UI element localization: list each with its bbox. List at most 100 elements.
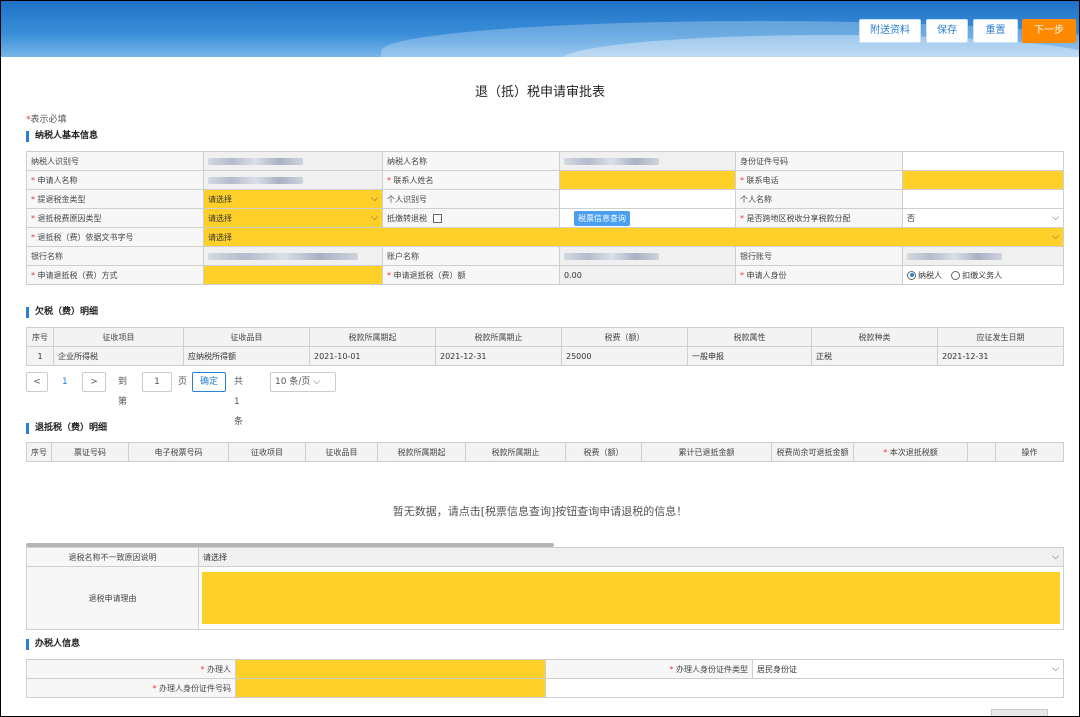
attach-materials-button[interactable]: 附送资料 (859, 19, 921, 43)
confirm-goto-button[interactable]: 确定 (192, 372, 226, 392)
table-cell: 2021-12-31 (937, 346, 1064, 366)
taxpayer-name-value (559, 151, 736, 171)
redacted-value (208, 176, 303, 184)
chevron-down-icon: ⌵ (371, 193, 378, 204)
table-cell: 2021-10-01 (309, 346, 436, 366)
amount-label: * 申请退抵税（费）额 (382, 265, 560, 285)
cross-region-label: * 是否跨地区税收分享税款分配 (735, 208, 903, 228)
horizontal-scrollbar[interactable] (26, 543, 554, 547)
redacted-value (208, 252, 358, 260)
column-header: 应征发生日期 (937, 327, 1064, 347)
table-row: * 办理人 * 办理人身份证件类型 居民身份证 ⌵ (26, 659, 1064, 679)
doc-no-label: * 退抵税（费）依据文书字号 (26, 227, 204, 247)
section-title-arrears: 欠税（费）明细 (26, 307, 98, 318)
bank-name-label: 银行名称 (26, 246, 204, 266)
page-size-select[interactable]: 10 条/页 ⌵ (270, 372, 336, 392)
query-cell: 税票信息查询 (559, 208, 736, 228)
chevron-down-icon: ⌵ (1052, 231, 1059, 242)
offset-refund-checkbox[interactable] (433, 213, 442, 223)
section-title-handler: 办税人信息 (26, 639, 80, 650)
account-name-label: 账户名称 (382, 246, 560, 266)
contact-phone-input[interactable] (902, 170, 1064, 190)
mismatch-reason-label: 退税名称不一致原因说明 (26, 547, 199, 567)
taxpayer-id-label: 纳税人识别号 (26, 151, 204, 171)
table-row: * 申请退抵税（费）方式 * 申请退抵税（费）额 0.00 * 申请人身份 纳税… (26, 265, 1064, 285)
column-header: * 本次退抵税额 (853, 442, 968, 462)
cross-region-select[interactable]: 否 ⌵ (902, 208, 1064, 228)
table-header-row: 序号 征收项目 征收品目 税款所属期起 税款所属期止 税费（额） 税款属性 税款… (26, 327, 1064, 347)
handler-id-number-input[interactable] (235, 678, 546, 698)
radio-taxpayer-label: 纳税人 (918, 270, 942, 280)
refund-type-label: * 提退税金类型 (26, 189, 204, 209)
mismatch-reason-select[interactable]: 请选择 ⌵ (198, 547, 1064, 567)
column-header (967, 442, 996, 462)
handler-id-type-select[interactable]: 居民身份证 ⌵ (752, 659, 1064, 679)
column-header: 税款所属期起 (377, 442, 466, 462)
reason-type-select[interactable]: 请选择 ⌵ (203, 208, 383, 228)
refund-type-select[interactable]: 请选择 ⌵ (203, 189, 383, 209)
table-row: 纳税人识别号 纳税人名称 身份证件号码 (26, 151, 1064, 171)
column-header: 征收项目 (228, 442, 306, 462)
refund-reason-textarea[interactable] (202, 572, 1060, 624)
chevron-down-icon: ⌵ (1052, 663, 1059, 674)
column-header: 操作 (995, 442, 1064, 462)
chevron-down-icon: ⌵ (313, 377, 321, 387)
column-header: 税费（额） (561, 327, 688, 347)
applicant-name-label: * 申请人名称 (26, 170, 204, 190)
taxpayer-id-value (203, 151, 383, 171)
reset-button[interactable]: 重置 (973, 19, 1018, 43)
column-header: 税费尚余可退抵金额 (771, 442, 854, 462)
table-row: * 退抵税（费）依据文书字号 请选择 ⌵ (26, 227, 1064, 247)
redacted-value (564, 157, 659, 165)
personal-name-field[interactable] (902, 189, 1064, 209)
method-label: * 申请退抵税（费）方式 (26, 265, 204, 285)
identity-radio-group: 纳税人 扣缴义务人 (902, 265, 1064, 285)
column-header: 税费（额） (565, 442, 642, 462)
chevron-down-icon: ⌵ (1052, 212, 1059, 223)
refund-reason-cell (198, 566, 1064, 630)
table-row: 退税申请理由 (26, 566, 1064, 630)
identity-label: * 申请人身份 (735, 265, 903, 285)
table-row: * 退抵税费原因类型 请选择 ⌵ 抵缴转退税 税票信息查询 * 是否跨地区税收分享… (26, 208, 1064, 228)
method-input[interactable] (203, 265, 383, 285)
contact-name-label: * 联系人姓名 (382, 170, 560, 190)
radio-withholding-agent-label: 扣缴义务人 (962, 270, 1003, 280)
offset-refund-label: 抵缴转退税 (382, 208, 560, 228)
next-step-button[interactable]: 下一步 (1022, 19, 1076, 43)
column-header: 征收项目 (53, 327, 184, 347)
column-header: 票证号码 (51, 442, 129, 462)
prev-page-button[interactable]: < (26, 372, 48, 392)
id-number-field[interactable] (902, 151, 1064, 171)
column-header: 累计已退抵金额 (641, 442, 772, 462)
applicant-name-value (203, 170, 383, 190)
chevron-down-icon: ⌵ (371, 212, 378, 223)
table-row: 1 企业所得税 应纳税所得额 2021-10-01 2021-12-31 250… (26, 346, 1064, 366)
column-header: 序号 (26, 442, 52, 462)
handler-id-type-label: * 办理人身份证件类型 (545, 659, 753, 679)
table-row: * 办理人身份证件号码 (26, 678, 1064, 698)
goto-page-input[interactable]: 1 (142, 372, 172, 392)
save-button[interactable]: 保存 (926, 19, 968, 43)
radio-withholding-agent[interactable] (951, 270, 961, 280)
required-note: *表示必填 (26, 112, 67, 125)
refund-reason-label: 退税申请理由 (26, 566, 199, 630)
table-cell: 应纳税所得额 (183, 346, 310, 366)
page-title: 退（抵）税申请审批表 (474, 85, 605, 100)
tax-ticket-query-button[interactable]: 税票信息查询 (574, 210, 630, 226)
table-row: * 提退税金类型 请选择 ⌵ 个人识别号 个人名称 (26, 189, 1064, 209)
personal-id-field[interactable] (559, 189, 736, 209)
reason-table: 退税名称不一致原因说明 请选择 ⌵ 退税申请理由 (26, 547, 1064, 630)
arrears-table: 序号 征收项目 征收品目 税款所属期起 税款所属期止 税费（额） 税款属性 税款… (26, 327, 1064, 366)
page-unit: 页 (178, 377, 188, 387)
handler-name-input[interactable] (235, 659, 546, 679)
empty-state-text: 暂无数据，请点击[税票信息查询]按钮查询申请退税的信息！ (392, 505, 688, 518)
radio-taxpayer[interactable] (907, 270, 916, 280)
contact-name-input[interactable] (559, 170, 736, 190)
doc-no-select[interactable]: 请选择 ⌵ (203, 227, 1064, 247)
refund-table: 序号 票证号码 电子税票号码 征收项目 征收品目 税款所属期起 税款所属期止 税… (26, 442, 1064, 462)
handler-name-label: * 办理人 (26, 659, 236, 679)
current-page[interactable]: 1 (62, 377, 68, 387)
bottom-button[interactable] (991, 709, 1048, 716)
next-page-button[interactable]: > (82, 372, 106, 392)
redacted-value (208, 157, 303, 165)
